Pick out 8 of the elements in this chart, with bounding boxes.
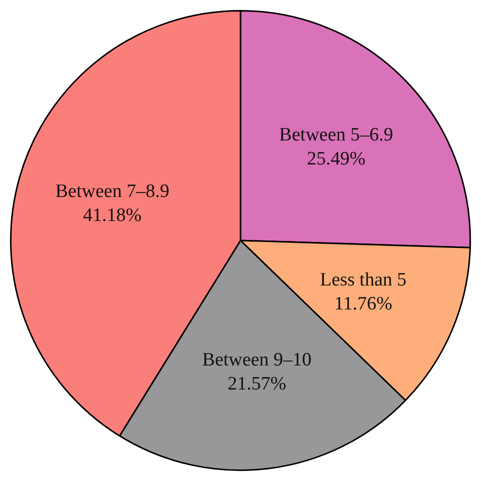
data-label: 41.18% [83, 205, 142, 226]
data-label: 11.76% [334, 293, 392, 314]
data-label: 25.49% [306, 148, 366, 170]
slice-label: Between 7–8.9 [55, 181, 170, 202]
slice-label: Between 5–6.9 [279, 124, 394, 146]
data-label: 21.57% [228, 374, 286, 395]
slice-label: Less than 5 [320, 269, 406, 290]
slice-label: Between 9–10 [202, 350, 312, 371]
